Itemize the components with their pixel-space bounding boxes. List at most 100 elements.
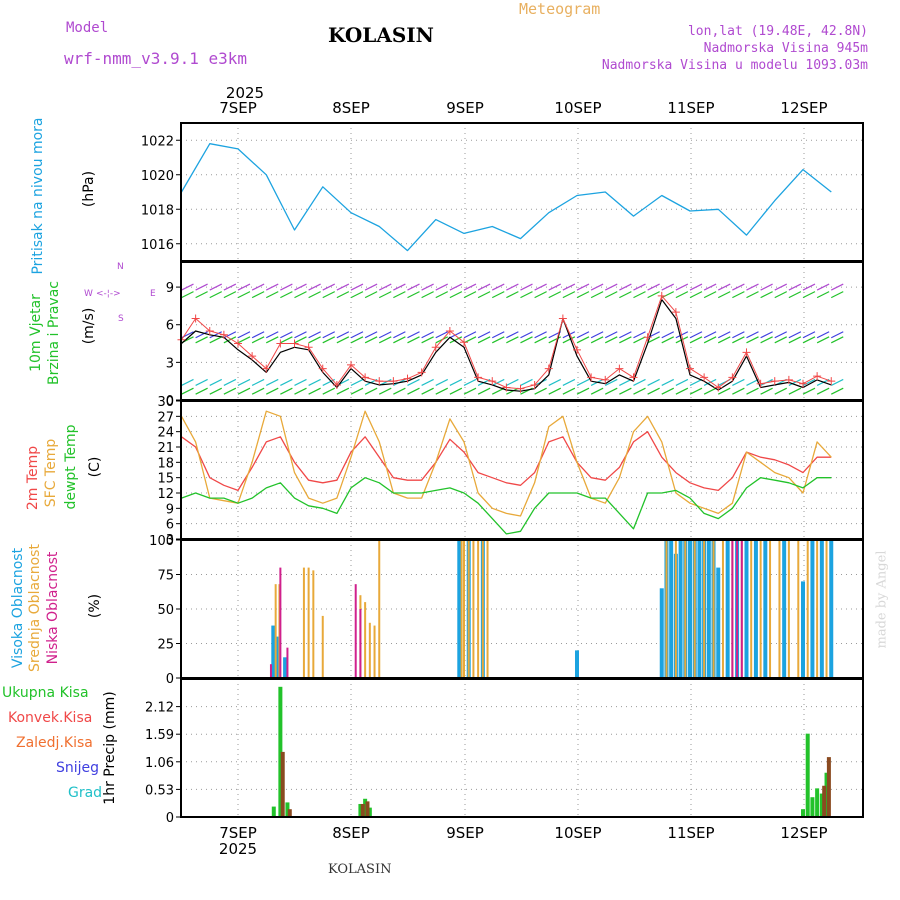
wind-barb bbox=[209, 336, 223, 344]
cloud-high-bar bbox=[688, 540, 692, 678]
y-tick-label: 100 bbox=[149, 534, 174, 549]
wind-barb bbox=[463, 283, 477, 291]
wind-barb bbox=[760, 291, 773, 299]
y-tick-label: 3 bbox=[166, 356, 174, 371]
station-title: KOLASIN bbox=[328, 23, 434, 47]
wind-barb bbox=[294, 336, 307, 344]
wind-barb bbox=[633, 331, 646, 339]
wind-gust-marker bbox=[403, 374, 412, 383]
wind-barb bbox=[717, 283, 731, 291]
wind-barb bbox=[209, 387, 223, 395]
wind-barb bbox=[717, 387, 731, 395]
wind-barb bbox=[463, 331, 477, 339]
wind-barb bbox=[633, 291, 646, 299]
wind-gust-marker bbox=[248, 352, 257, 361]
wind-barb bbox=[322, 291, 336, 299]
wind-barb bbox=[322, 283, 336, 291]
wind-barb bbox=[562, 291, 576, 299]
wind-gust-marker bbox=[347, 360, 355, 369]
cloud-mid-bar bbox=[321, 615, 324, 678]
cloud-mid-bar bbox=[769, 540, 772, 678]
wind-barb bbox=[181, 283, 194, 291]
wind-barb bbox=[393, 336, 406, 344]
cloud-mid-bar bbox=[721, 540, 724, 678]
wind-barb bbox=[322, 336, 336, 344]
day-label-bottom: 12SEP bbox=[780, 824, 827, 842]
wind-barb bbox=[830, 336, 844, 344]
wind-barb bbox=[604, 378, 618, 386]
wind-barb bbox=[520, 378, 533, 386]
cloud-mid-bar bbox=[472, 540, 475, 678]
precip-conv-bar bbox=[826, 757, 831, 817]
wind-barb bbox=[280, 331, 293, 339]
wind-barb bbox=[647, 378, 660, 386]
cloud-mid-bar bbox=[684, 540, 687, 678]
precip-legend-snow: Snijeg bbox=[56, 760, 100, 776]
wind-barb bbox=[788, 336, 802, 344]
day-label-top: 7SEP bbox=[219, 99, 257, 117]
wind-barb bbox=[732, 291, 745, 299]
wind-barb bbox=[364, 331, 378, 339]
wind-gust-marker bbox=[460, 338, 468, 347]
wind-barb bbox=[732, 283, 745, 291]
wind-barb bbox=[746, 291, 759, 299]
model-altitude: Nadmorska Visina u modelu 1093.03m bbox=[601, 58, 868, 73]
cloud-mid-bar bbox=[797, 540, 800, 678]
y-tick-label: 2.12 bbox=[145, 701, 174, 716]
wind-barb bbox=[491, 331, 505, 339]
wind-barb bbox=[350, 283, 364, 291]
wind-barb bbox=[364, 336, 378, 344]
wind-barb bbox=[322, 331, 336, 339]
wind-barb bbox=[816, 331, 830, 339]
cloud-mid-bar bbox=[712, 540, 715, 678]
wind-barb bbox=[181, 387, 194, 395]
wind-gust-marker bbox=[629, 373, 638, 382]
day-label-top: 8SEP bbox=[332, 99, 370, 117]
wind-barb bbox=[619, 283, 632, 291]
wind-barb bbox=[491, 387, 505, 395]
precip-conv-bar bbox=[280, 751, 285, 817]
wind-barb bbox=[506, 378, 519, 386]
wind-barb bbox=[491, 336, 505, 344]
wind-barb bbox=[477, 291, 491, 299]
wind-barb bbox=[746, 378, 759, 386]
wind-barb bbox=[251, 378, 265, 386]
temp-dewpt-line bbox=[181, 477, 832, 535]
cloud-high-bar bbox=[819, 540, 824, 678]
wind-gust-marker bbox=[686, 364, 694, 373]
cloud-mid-bar bbox=[750, 540, 753, 678]
cloud-high-bar bbox=[744, 540, 749, 678]
cloud-high-bar bbox=[457, 540, 462, 678]
wind-barb bbox=[491, 283, 505, 291]
wind-barb bbox=[816, 387, 830, 395]
wind-barb bbox=[435, 291, 449, 299]
wind-barb bbox=[491, 291, 505, 299]
model-name: wrf-nmm_v3.9.1 e3km bbox=[64, 49, 248, 68]
wind-gust-marker bbox=[234, 339, 242, 348]
wind-barb bbox=[604, 331, 618, 339]
wind-barb bbox=[562, 283, 576, 291]
wind-barb bbox=[661, 378, 675, 386]
wind-barb bbox=[223, 336, 237, 344]
wind-gust-marker bbox=[205, 327, 214, 335]
wind-gust-marker bbox=[318, 364, 327, 373]
wind-barb bbox=[802, 387, 816, 395]
wind-barb bbox=[717, 291, 731, 299]
compass-w: W bbox=[84, 289, 93, 299]
wind-barb bbox=[604, 283, 618, 291]
wind-barb bbox=[265, 387, 279, 395]
wind-barb bbox=[251, 291, 265, 299]
y-tick-label: 0 bbox=[166, 394, 174, 409]
wind-barb bbox=[689, 291, 703, 299]
cloud-high-bar bbox=[575, 650, 579, 678]
wind-barb bbox=[830, 387, 844, 395]
wind-barb bbox=[463, 336, 477, 344]
wind-barb bbox=[746, 283, 759, 291]
wind-barb bbox=[534, 336, 547, 344]
cloud-mid-bar bbox=[816, 540, 819, 678]
wind-barb bbox=[788, 291, 802, 299]
wind-barb bbox=[520, 336, 533, 344]
wind-barb bbox=[717, 336, 731, 344]
wind-barb bbox=[421, 387, 434, 395]
wind-barb bbox=[576, 331, 590, 339]
